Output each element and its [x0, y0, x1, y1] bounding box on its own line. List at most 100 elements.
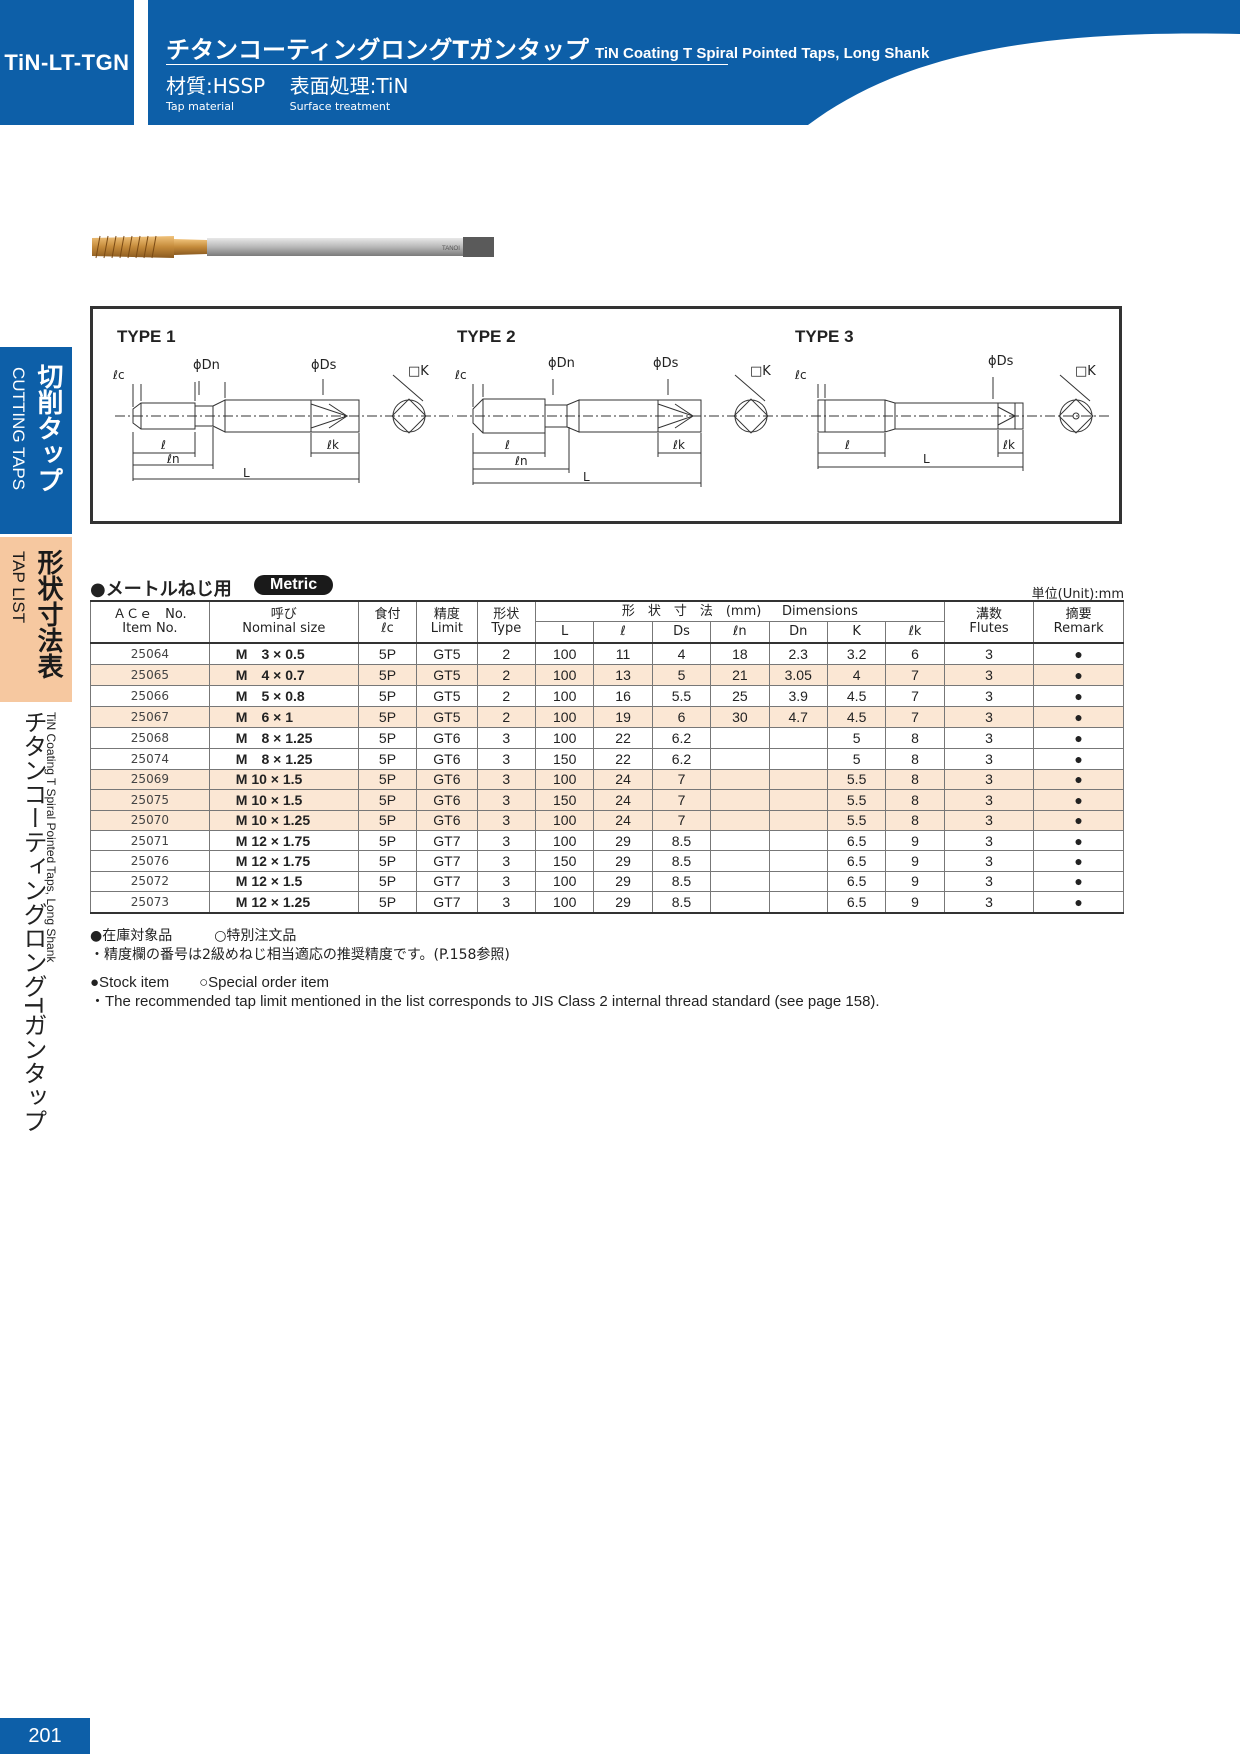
cell-l: 150 [534, 747, 595, 770]
type3-L: L [923, 452, 930, 466]
cell-item: 25069 [90, 768, 210, 791]
cell-type: 3 [476, 870, 536, 893]
cell-ln [710, 850, 770, 872]
cell-lk: 8 [885, 809, 945, 831]
cell-item: 25075 [90, 789, 210, 811]
type3-label: TYPE 3 [795, 327, 854, 346]
cell-k: 5.5 [826, 789, 887, 811]
col-lk: ℓk [885, 621, 945, 644]
tab-cutting-taps[interactable]: 切削タップ CUTTING TAPS [0, 347, 72, 534]
cell-type: 2 [476, 705, 536, 728]
type2-ds: ϕDs [653, 356, 679, 371]
cell-remark: ● [1033, 891, 1124, 914]
side-desc-jp: チタンコーティングロングTガンタップ [19, 710, 47, 1133]
limit-note-jp: ・精度欄の番号は2級めねじ相当適応の推奨精度です。(P.158参照) [90, 947, 510, 963]
cell-remark: ● [1033, 705, 1124, 728]
type-diagram: TYPE 1 TYPE 2 TYPE 3 ℓc ϕDn [90, 306, 1122, 524]
type1-lc: ℓc [112, 368, 125, 382]
cell-ln: 30 [710, 705, 770, 728]
cell-ln [710, 747, 770, 770]
material-label: 材質:HSSP [166, 74, 266, 98]
cell-chamfer: 5P [357, 829, 418, 852]
tab-tap-list[interactable]: 形状寸法表 TAP LIST [0, 537, 72, 702]
cell-k: 5.5 [826, 809, 887, 831]
legend-en: ●Stock item ○Special order item [90, 974, 330, 991]
cell-size: M 12 × 1.75 [208, 850, 359, 872]
cell-l: 24 [593, 809, 653, 831]
cell-l: 29 [593, 850, 653, 872]
cell-l: 29 [593, 870, 653, 893]
col-ln: ℓn [710, 621, 770, 644]
cell-dn: 4.7 [768, 705, 828, 728]
material-info: 材質:HSSP Tap material 表面処理:TiN Surface trea… [166, 70, 426, 113]
type3-k: □K [1075, 364, 1096, 379]
cell-lk: 9 [885, 829, 945, 852]
cell-dn [768, 726, 828, 749]
cell-limit: GT7 [416, 850, 478, 872]
col-remark: 摘要 Remark [1033, 600, 1124, 644]
side-desc-en: TiN Coating T Spiral Pointed Taps, Long … [44, 712, 58, 963]
type1-lk: ℓk [326, 438, 339, 452]
cell-chamfer: 5P [357, 663, 418, 686]
cell-limit: GT5 [416, 684, 478, 707]
cell-size: M 10 × 1.5 [208, 789, 359, 811]
table-row: 25064 M 3 × 0.5 5P GT5 2 100 11 4 18 2.3 3.2 6 3 ● [90, 642, 1124, 665]
cell-ds: 8.5 [651, 870, 712, 893]
cell-remark: ● [1033, 850, 1124, 872]
product-code: TiN-LT-TGN [0, 0, 134, 125]
col-Dn: Dn [768, 621, 828, 644]
cell-dn [768, 789, 828, 811]
cell-dn [768, 768, 828, 791]
cell-type: 2 [476, 684, 536, 707]
cell-lk: 7 [885, 663, 945, 686]
cell-ds: 6.2 [651, 747, 712, 770]
cell-item: 25066 [90, 684, 210, 707]
cell-l: 11 [593, 642, 653, 665]
cell-ds: 6.2 [651, 726, 712, 749]
table-row: 25069 M 10 × 1.5 5P GT6 3 100 24 7 5.5 8 3 ● [90, 768, 1124, 791]
cell-l: 29 [593, 829, 653, 852]
cell-ds: 5.5 [651, 684, 712, 707]
col-L: L [534, 621, 595, 644]
cell-k: 6.5 [826, 870, 887, 893]
cell-size: M 4 × 0.7 [208, 663, 359, 686]
col-Ds: Ds [651, 621, 712, 644]
col-l: ℓ [593, 621, 653, 644]
col-nominal: 呼び Nominal size [208, 600, 359, 644]
cell-remark: ● [1033, 642, 1124, 665]
cell-chamfer: 5P [357, 642, 418, 665]
cell-chamfer: 5P [357, 789, 418, 811]
cell-item: 25065 [90, 663, 210, 686]
cell-dn [768, 850, 828, 872]
cell-k: 6.5 [826, 850, 887, 872]
cell-k: 4.5 [826, 705, 887, 728]
cell-size: M 3 × 0.5 [208, 642, 359, 665]
table-row: 25072 M 12 × 1.5 5P GT7 3 100 29 8.5 6.5 9 3 ● [90, 870, 1124, 893]
table-row: 25071 M 12 × 1.75 5P GT7 3 100 29 8.5 6.5 9 3 ● [90, 829, 1124, 852]
cell-dn [768, 809, 828, 831]
cell-k: 4.5 [826, 684, 887, 707]
table-row: 25074 M 8 × 1.25 5P GT6 3 150 22 6.2 5 8 3 ● [90, 747, 1124, 770]
cell-l: 29 [593, 891, 653, 914]
cell-remark: ● [1033, 789, 1124, 811]
cell-ln [710, 789, 770, 811]
type2-label: TYPE 2 [457, 327, 516, 346]
material-sub: Tap material [166, 100, 235, 113]
cell-l: 100 [534, 870, 595, 893]
cell-flutes: 3 [943, 747, 1035, 770]
cell-type: 3 [476, 809, 536, 831]
cell-remark: ● [1033, 684, 1124, 707]
cell-chamfer: 5P [357, 891, 418, 914]
type3-lc: ℓc [794, 368, 807, 382]
cell-chamfer: 5P [357, 705, 418, 728]
surface-sub: Surface treatment [289, 100, 391, 113]
cell-chamfer: 5P [357, 747, 418, 770]
cell-flutes: 3 [943, 829, 1035, 852]
type1-drawing: ℓc ϕDn ϕDs □K ℓ ℓn ℓk L [112, 358, 453, 483]
cell-dn: 2.3 [768, 642, 828, 665]
cell-item: 25076 [90, 850, 210, 872]
cell-remark: ● [1033, 663, 1124, 686]
cell-size: M 12 × 1.25 [208, 891, 359, 914]
cell-remark: ● [1033, 768, 1124, 791]
cell-chamfer: 5P [357, 809, 418, 831]
